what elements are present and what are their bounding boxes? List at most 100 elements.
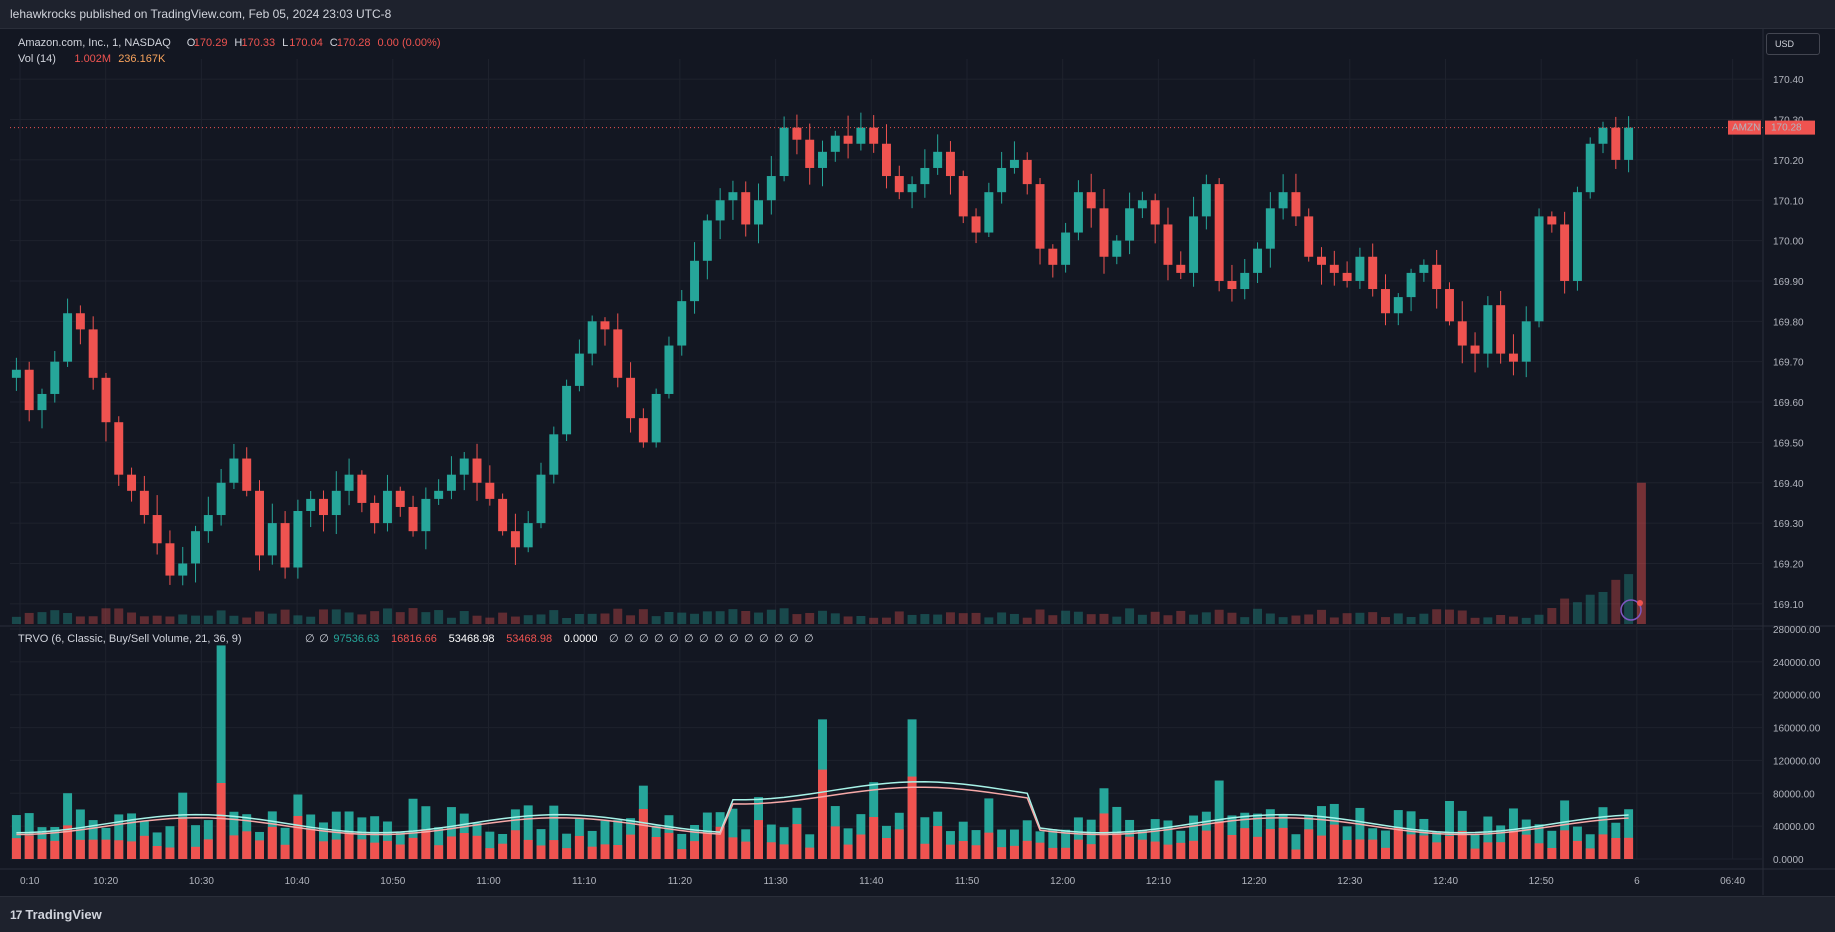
buy-volume-bar (766, 824, 776, 859)
volume-bar (1329, 617, 1339, 624)
sell-volume-bar (1521, 834, 1531, 859)
sell-volume-bar (459, 833, 469, 859)
trvo-empty: ∅ (714, 633, 724, 645)
currency-button[interactable]: USD (1766, 33, 1820, 55)
candle-body (1112, 240, 1122, 257)
buy-volume-bar (677, 833, 687, 859)
candle-body (549, 434, 559, 475)
sell-volume-bar (600, 844, 610, 859)
price-badge-label: 170.28 (1771, 123, 1802, 134)
buy-volume-bar (1291, 834, 1301, 859)
price-tick-label: 169.50 (1773, 438, 1804, 449)
candle-body (574, 353, 584, 386)
legend-open-label: O (187, 37, 196, 49)
buy-volume-bar (1163, 820, 1173, 859)
candle-body (1470, 345, 1480, 354)
candle-body (11, 369, 21, 378)
volume-bar (587, 613, 597, 624)
candle-body (626, 377, 636, 419)
sell-volume-bar (357, 839, 367, 859)
sell-volume-bar (472, 835, 482, 859)
buy-volume-bar (1444, 801, 1454, 859)
publish-line: lehawkrocks published on TradingView.com… (10, 7, 392, 21)
trvo-empty: ∅ (744, 633, 754, 645)
volume-bar (152, 615, 162, 624)
volume-bar (792, 614, 802, 624)
volume-bar (1009, 613, 1019, 624)
buy-volume-bar (805, 834, 815, 859)
legend-high-value: 170.33 (242, 37, 276, 49)
sell-volume-bar (702, 833, 712, 859)
volume-bar (1572, 602, 1582, 624)
sell-volume-bar (1393, 828, 1403, 859)
buy-volume-bar (843, 828, 853, 859)
sell-volume-bar (1585, 848, 1595, 859)
brand[interactable]: 17 TradingView (10, 907, 102, 922)
volume-bar (229, 615, 239, 624)
price-tick-label: 169.20 (1773, 559, 1804, 570)
publish-bar: lehawkrocks published on TradingView.com… (0, 0, 1835, 29)
buy-volume-bar (1560, 800, 1570, 859)
buy-volume-bar (114, 814, 124, 859)
volume-bar (1022, 617, 1032, 624)
time-tick-label: 11:30 (763, 876, 788, 887)
trvo-empty: ∅ (305, 633, 315, 645)
volume-bar (1457, 610, 1467, 624)
volume-bar (101, 608, 111, 624)
sell-volume-bar (101, 839, 111, 859)
volume-bar (1355, 612, 1365, 624)
volume-bar (1368, 612, 1378, 624)
volume-bar (485, 617, 495, 624)
sell-volume-bar (754, 820, 764, 859)
sell-volume-bar (1125, 836, 1135, 859)
sell-volume-bar (574, 835, 584, 859)
volume-bar (344, 612, 354, 624)
candle-body (331, 490, 341, 516)
candle-body (779, 127, 789, 177)
candle-body (1368, 256, 1378, 290)
volume-bar (191, 615, 201, 624)
volume-bar (1317, 609, 1326, 624)
sell-volume-bar (1317, 835, 1326, 859)
sell-volume-bar (242, 831, 252, 859)
sell-volume-bar (818, 769, 827, 859)
candle-body (754, 200, 764, 225)
buy-volume-bar (191, 825, 201, 859)
volume-bar (920, 614, 930, 624)
sell-volume-bar (536, 845, 546, 859)
candle-body (1291, 192, 1301, 217)
volume-bar (638, 609, 648, 624)
volume-bar (293, 615, 303, 624)
buy-volume-bar (1061, 829, 1071, 859)
sell-volume-bar (1534, 843, 1544, 859)
price-tick-label: 170.20 (1773, 156, 1804, 167)
sell-volume-bar (690, 841, 700, 859)
candle-body (741, 192, 751, 225)
volume-bar (114, 608, 124, 624)
volume-bar (1624, 574, 1634, 624)
volume-bar (1496, 615, 1506, 624)
volume-bar (331, 609, 341, 624)
buy-volume-bar (382, 821, 392, 859)
sell-volume-bar (178, 818, 188, 859)
volume-bar (971, 612, 981, 624)
sell-volume-bar (1112, 833, 1122, 859)
volume-bar (1470, 617, 1480, 624)
sell-volume-bar (1470, 848, 1480, 859)
volume-bar (1061, 610, 1071, 624)
sell-volume-bar (1355, 839, 1365, 859)
candle-body (536, 474, 546, 524)
price-tick-label: 169.80 (1773, 317, 1804, 328)
time-tick-label: 06:40 (1720, 876, 1745, 887)
sell-volume-bar (434, 845, 444, 859)
sell-volume-bar (1189, 840, 1199, 859)
volume-bar (741, 610, 751, 624)
chart-area[interactable]: 170.40170.30170.20170.10170.00169.90169.… (0, 29, 1835, 895)
buy-volume-bar (357, 817, 367, 859)
sell-volume-bar (1547, 847, 1557, 859)
volume-bar (127, 612, 137, 624)
time-tick-label: 11:10 (572, 876, 597, 887)
buy-volume-bar (779, 827, 789, 859)
volume-bar (1508, 616, 1518, 624)
volume-bar (421, 612, 431, 624)
